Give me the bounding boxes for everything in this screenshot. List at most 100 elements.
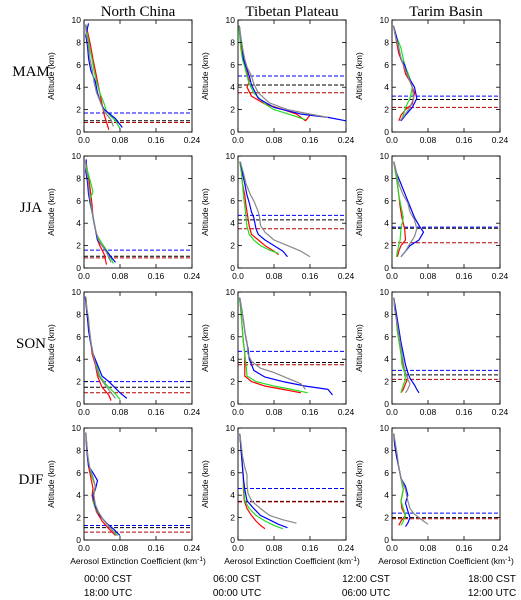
y-tick-label: 10: [226, 15, 236, 25]
y-axis-label: Altitude (km): [354, 324, 364, 372]
y-tick-label: 8: [384, 173, 389, 183]
profile-line-3: [393, 161, 418, 258]
y-tick-label: 2: [384, 513, 389, 523]
y-tick-label: 0: [230, 535, 235, 545]
y-axis-label: Altitude (km): [46, 188, 56, 236]
x-tick-label: 0.16: [148, 543, 165, 553]
y-tick-label: 4: [76, 82, 81, 92]
x-tick-label: 0.24: [492, 135, 509, 145]
x-tick-label: 0.0: [232, 407, 244, 417]
row-label-djf: DJF: [18, 472, 43, 488]
y-tick-label: 4: [384, 490, 389, 500]
y-tick-label: 10: [380, 151, 390, 161]
row-label-jja: JJA: [20, 200, 43, 216]
y-tick-label: 0: [384, 127, 389, 137]
y-axis-label: Altitude (km): [46, 324, 56, 372]
y-axis-label: Altitude (km): [200, 324, 210, 372]
profile-line-2: [239, 161, 288, 258]
x-tick-label: 0.0: [78, 543, 90, 553]
column-title-1: Tibetan Plateau: [245, 4, 339, 20]
panel-plot-2: [392, 25, 500, 122]
y-tick-label: 6: [76, 196, 81, 206]
profile-line-3: [238, 25, 329, 118]
y-tick-label: 8: [384, 309, 389, 319]
y-tick-label: 0: [384, 399, 389, 409]
legend-label-1-b: 00:00 UTC: [213, 588, 261, 599]
y-tick-label: 0: [230, 399, 235, 409]
x-tick-label: 0.08: [112, 407, 129, 417]
y-tick-label: 2: [230, 513, 235, 523]
x-tick-label: 0.0: [386, 407, 398, 417]
x-tick-label: 0.0: [232, 271, 244, 281]
y-tick-label: 10: [72, 423, 82, 433]
y-tick-label: 8: [230, 309, 235, 319]
x-tick-label: 0.24: [338, 135, 355, 145]
x-tick-label: 0.08: [266, 271, 283, 281]
x-tick-label: 0.16: [148, 135, 165, 145]
profile-line-0: [238, 25, 311, 122]
y-tick-label: 8: [76, 309, 81, 319]
profile-line-3: [393, 433, 429, 525]
panel-frame: [83, 19, 193, 133]
y-tick-label: 0: [384, 535, 389, 545]
x-tick-label: 0.24: [492, 543, 509, 553]
panel-plot-0: [84, 23, 192, 130]
panel-frame: [83, 427, 193, 541]
profile-line-2: [393, 433, 411, 527]
y-tick-label: 4: [230, 82, 235, 92]
panel-plot-4: [238, 161, 346, 258]
y-axis-label: Altitude (km): [354, 52, 364, 100]
profile-line-1: [392, 25, 413, 122]
y-tick-label: 4: [384, 82, 389, 92]
y-tick-label: 8: [76, 445, 81, 455]
y-tick-label: 0: [76, 263, 81, 273]
profile-line-1: [239, 161, 279, 254]
profile-line-3: [393, 297, 411, 394]
legend-label-1-a: 06:00 CST: [213, 574, 261, 585]
y-axis-label: Altitude (km): [354, 188, 364, 236]
x-axis-label: Aerosol Extinction Coefficient (km-1): [378, 556, 514, 566]
y-tick-label: 6: [230, 196, 235, 206]
y-tick-label: 6: [384, 196, 389, 206]
legend-label-0-b: 18:00 UTC: [84, 588, 132, 599]
y-tick-label: 4: [384, 218, 389, 228]
y-tick-label: 8: [384, 37, 389, 47]
panel-frame: [237, 427, 347, 541]
legend-label-3-b: 12:00 UTC: [468, 588, 516, 599]
y-tick-label: 2: [230, 377, 235, 387]
x-axis-label-end: ): [203, 556, 206, 566]
y-tick-label: 6: [384, 332, 389, 342]
profile-line-3: [239, 161, 311, 258]
x-axis-label: Aerosol Extinction Coefficient (km-1): [224, 556, 360, 566]
x-tick-label: 0.24: [338, 271, 355, 281]
x-tick-label: 0.08: [266, 407, 283, 417]
x-tick-label: 0.24: [338, 407, 355, 417]
y-axis-label: Altitude (km): [200, 188, 210, 236]
panel-plot-9: [84, 432, 192, 536]
y-axis-label: Altitude (km): [46, 52, 56, 100]
y-tick-label: 8: [76, 37, 81, 47]
row-label-mam: MAM: [12, 64, 50, 80]
x-tick-label: 0.08: [266, 135, 283, 145]
profile-line-0: [85, 432, 116, 536]
panel-plot-7: [238, 297, 346, 396]
profile-line-1: [239, 433, 284, 530]
x-tick-label: 0.16: [302, 271, 319, 281]
y-tick-label: 4: [230, 218, 235, 228]
x-axis-label-text: Aerosol Extinction Coefficient (km: [224, 556, 351, 566]
x-tick-label: 0.24: [492, 271, 509, 281]
panel-plot-1: [238, 25, 346, 122]
y-tick-label: 6: [76, 60, 81, 70]
x-tick-label: 0.24: [184, 543, 201, 553]
profile-line-2: [238, 25, 346, 122]
x-tick-label: 0.16: [148, 407, 165, 417]
x-tick-label: 0.0: [232, 135, 244, 145]
panel-plot-10: [238, 433, 346, 530]
x-tick-label: 0.08: [112, 135, 129, 145]
y-tick-label: 8: [230, 173, 235, 183]
profile-line-2: [393, 297, 420, 394]
x-tick-label: 0.16: [456, 407, 473, 417]
panel-plot-11: [392, 433, 500, 527]
x-tick-label: 0.08: [420, 543, 437, 553]
